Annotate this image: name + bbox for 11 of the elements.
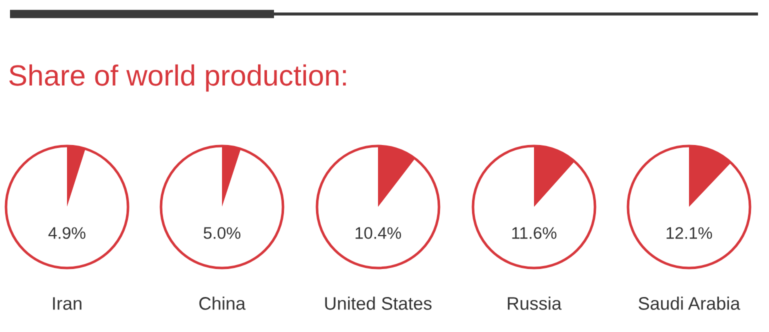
text: 5.0% [204,227,240,239]
text: Russia [508,296,562,310]
chart-title: Share of world production: [9,64,346,92]
text: 4.9% [48,227,86,239]
text: Iran [53,297,82,310]
text: 11.6% [512,227,556,239]
text: China [199,296,246,310]
text: Saudi Arabia [638,296,740,310]
text: 10.4% [356,227,402,239]
text: 12.1% [666,227,712,239]
text: United States [325,296,432,310]
